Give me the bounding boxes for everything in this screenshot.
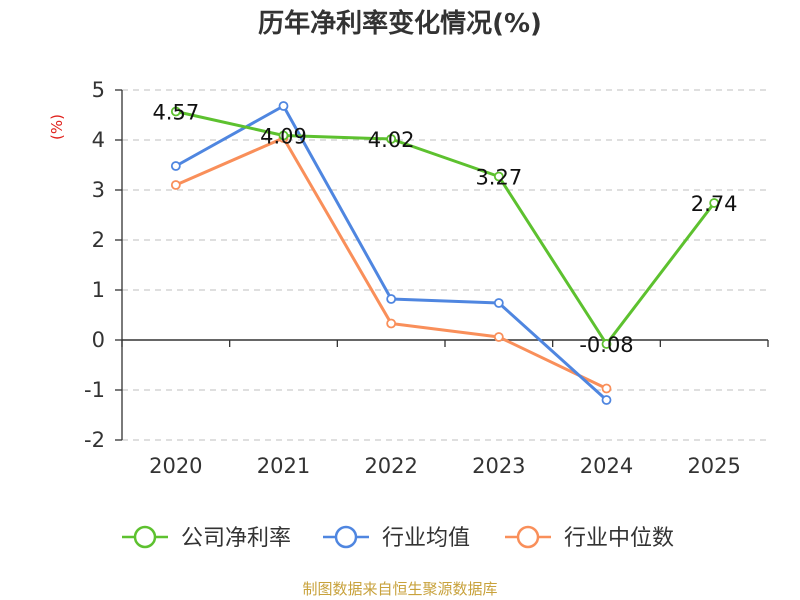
source-note: 制图数据来自恒生聚源数据库	[302, 580, 497, 598]
data-point	[170, 106, 181, 117]
legend-label: 公司净利率	[181, 526, 291, 551]
data-label: 4.57	[152, 101, 199, 125]
data-label: 2.74	[691, 192, 738, 216]
data-point	[386, 294, 397, 304]
x-tick-label: 2025	[687, 454, 740, 478]
y-tick-label: 5	[92, 78, 105, 102]
data-label: 3.27	[475, 166, 522, 190]
legend-label: 行业均值	[382, 526, 470, 551]
x-tick-label: 2022	[364, 454, 417, 478]
data-label: 4.09	[260, 125, 307, 149]
data-point	[709, 198, 720, 208]
data-label: -0.08	[579, 333, 633, 357]
legend-label: 行业中位数	[564, 526, 674, 551]
data-point	[386, 134, 397, 144]
axes: 5 4 3 2 1 0 -1 -2 2020 2021 2022 2023 2024 2025	[84, 78, 769, 478]
series-lines	[170, 101, 720, 405]
y-tick-label: 4	[92, 128, 105, 152]
data-point	[493, 332, 504, 342]
data-label: 4.02	[368, 128, 415, 152]
data-point	[278, 130, 289, 141]
data-point	[493, 171, 504, 182]
x-tick-label: 2020	[149, 454, 202, 478]
data-point	[170, 180, 181, 190]
data-point	[493, 298, 504, 308]
x-tick-label: 2024	[580, 454, 633, 478]
y-tick-label: 3	[92, 178, 105, 202]
y-tick-label: -2	[84, 428, 105, 452]
x-tick-label: 2023	[472, 454, 525, 478]
chart-title: 历年净利率变化情况(%)	[258, 8, 542, 39]
data-point	[601, 339, 612, 349]
y-tick-label: -1	[84, 378, 105, 402]
y-tick-label: 1	[92, 278, 105, 302]
data-point	[278, 101, 289, 111]
data-labels: 4.57 4.09 4.02 3.27 -0.08 2.74	[152, 101, 737, 358]
y-tick-label: 2	[92, 228, 105, 252]
legend-marker	[133, 525, 157, 549]
data-point	[601, 383, 612, 394]
legend-marker	[516, 525, 540, 549]
x-tick-label: 2021	[257, 454, 310, 478]
series-line	[175, 110, 716, 346]
data-point	[386, 318, 397, 329]
series-line	[175, 136, 608, 390]
grid-lines	[122, 89, 768, 441]
data-point	[170, 161, 181, 171]
y-tick-label: 0	[92, 328, 105, 352]
data-point	[601, 395, 612, 405]
legend-marker	[334, 525, 358, 549]
legend: 公司净利率 行业均值 行业中位数	[122, 525, 674, 551]
y-axis-unit: (%)	[48, 114, 66, 140]
